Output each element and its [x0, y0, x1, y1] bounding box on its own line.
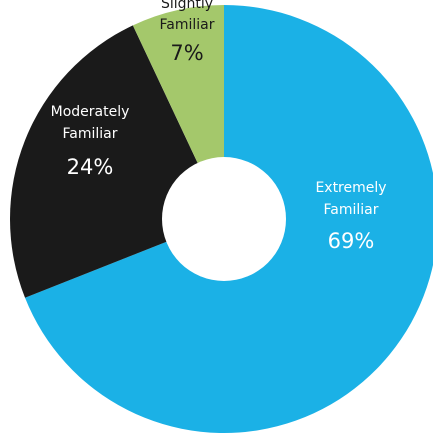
- slice-category-label: Slightly: [161, 0, 213, 12]
- slice-value-label: 69%: [328, 229, 375, 253]
- labels-group: Extremely Familiar 69% Moderately Familiar 24…: [51, 0, 387, 253]
- slice-value-label: 7%: [170, 41, 203, 65]
- slice-label-group: Moderately Familiar 24%: [51, 104, 130, 179]
- slice-category-label: Familiar: [324, 202, 379, 218]
- slice-value-label: 24%: [67, 155, 114, 179]
- slice-category-label: Moderately: [51, 104, 130, 120]
- slice-label-group: Extremely Familiar 69%: [315, 180, 386, 253]
- slice-category-label: Familiar: [63, 126, 118, 142]
- slice-category-label: Familiar: [160, 17, 215, 33]
- slice-category-label: Extremely: [315, 180, 386, 196]
- donut-hole: [162, 157, 286, 281]
